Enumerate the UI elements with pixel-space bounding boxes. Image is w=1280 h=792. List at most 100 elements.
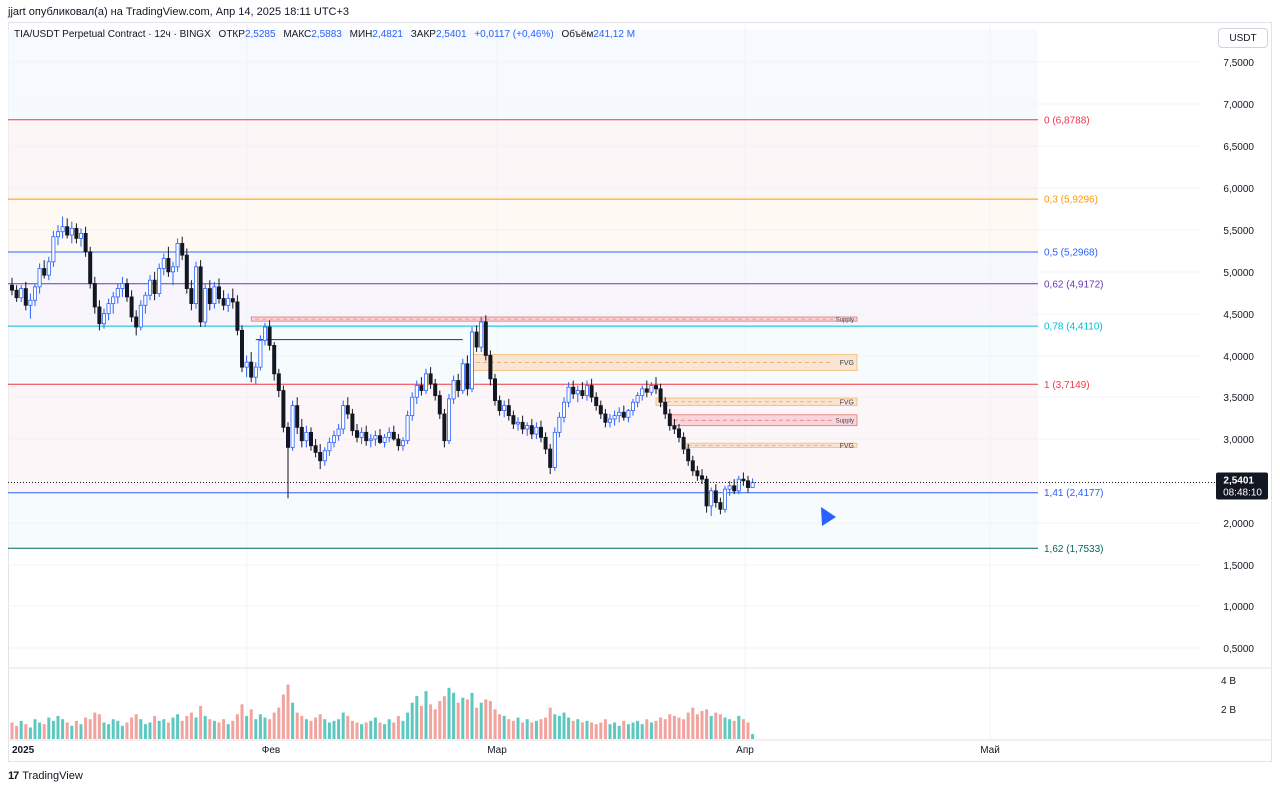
candle[interactable] [235,295,240,336]
candle[interactable] [341,400,346,435]
candle[interactable] [543,432,548,455]
candle[interactable] [663,397,668,419]
candle[interactable] [79,228,84,247]
candle[interactable] [428,367,433,389]
candle[interactable] [511,410,516,430]
candle[interactable] [746,475,751,493]
candle[interactable] [9,277,14,296]
candle[interactable] [249,352,254,383]
candle[interactable] [276,368,281,398]
candle[interactable] [456,373,461,398]
candle[interactable] [571,380,576,399]
candle[interactable] [143,291,148,314]
candle[interactable] [46,256,51,281]
candle[interactable] [258,335,263,371]
candle[interactable] [364,425,369,446]
candle[interactable] [304,425,309,448]
candle[interactable] [216,278,221,304]
candle[interactable] [433,378,438,401]
candle[interactable] [644,380,649,398]
candle[interactable] [203,283,208,328]
candle[interactable] [170,261,175,286]
candle[interactable] [318,444,323,470]
candle[interactable] [92,276,97,314]
candle[interactable] [552,427,557,471]
candle[interactable] [502,400,507,418]
candle[interactable] [60,216,65,239]
candle[interactable] [285,422,290,499]
candle[interactable] [483,315,488,361]
candle[interactable] [387,427,392,443]
candle[interactable] [212,281,217,309]
footer-brand[interactable]: TradingView [22,770,83,782]
candle[interactable] [709,487,714,516]
candle[interactable] [635,392,640,408]
candle[interactable] [290,400,295,451]
candle[interactable] [331,430,336,448]
candle[interactable] [617,407,622,423]
candle[interactable] [336,423,341,441]
candle[interactable] [525,422,530,436]
candle[interactable] [345,397,350,419]
candle[interactable] [226,293,231,312]
candle[interactable] [175,238,180,272]
candle[interactable] [732,479,737,495]
candle[interactable] [262,322,267,346]
candle[interactable] [102,308,107,329]
candle[interactable] [111,291,116,314]
candle[interactable] [442,408,447,448]
candle[interactable] [180,236,185,261]
candle[interactable] [723,485,728,513]
candle[interactable] [308,427,313,451]
candle[interactable] [598,400,603,419]
candle[interactable] [23,281,28,311]
candle[interactable] [575,385,580,403]
candle[interactable] [106,298,111,321]
candle[interactable] [184,248,189,294]
candle[interactable] [626,408,631,423]
supply-zone[interactable] [250,316,858,322]
candle[interactable] [350,408,355,436]
candle[interactable] [134,310,139,336]
candle[interactable] [244,355,249,378]
candle[interactable] [492,373,497,406]
candle[interactable] [281,385,286,433]
candle[interactable] [88,246,93,289]
candle[interactable] [520,415,525,435]
candle[interactable] [83,226,88,257]
candle[interactable] [161,253,166,276]
candle[interactable] [152,271,157,301]
candle[interactable] [299,418,304,448]
candle[interactable] [396,434,401,451]
candle[interactable] [19,285,24,302]
candle[interactable] [368,434,373,448]
candle[interactable] [681,432,686,455]
candle[interactable] [230,288,235,309]
candle[interactable] [649,382,654,396]
candle[interactable] [157,263,162,297]
candle[interactable] [272,342,277,381]
candle[interactable] [147,275,152,301]
candle[interactable] [497,395,502,416]
candle[interactable] [451,375,456,404]
candle[interactable] [410,392,415,421]
candle[interactable] [704,475,709,513]
candle[interactable] [166,246,171,277]
candle[interactable] [125,278,130,302]
candle[interactable] [239,325,244,373]
candle[interactable] [529,418,534,440]
candle[interactable] [741,472,746,486]
candle[interactable] [677,423,682,443]
candle[interactable] [612,410,617,426]
candle[interactable] [690,455,695,476]
candle[interactable] [608,413,613,428]
candle[interactable] [718,497,723,515]
candle[interactable] [548,444,553,475]
candle[interactable] [56,225,61,246]
candle[interactable] [69,221,74,244]
candle[interactable] [562,397,567,423]
candle[interactable] [580,382,585,399]
candle[interactable] [33,283,38,307]
candle[interactable] [382,434,387,448]
